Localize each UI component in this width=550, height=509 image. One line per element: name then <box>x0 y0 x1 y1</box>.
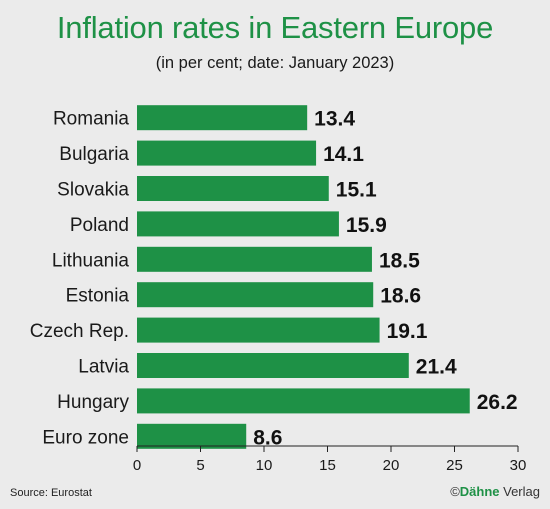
x-tick-label: 30 <box>510 457 527 474</box>
bar <box>137 211 339 237</box>
bar <box>137 176 329 201</box>
bar <box>137 317 380 343</box>
value-label: 15.9 <box>346 214 387 237</box>
value-label: 14.1 <box>323 143 364 166</box>
x-tick-label: 15 <box>319 457 336 474</box>
category-label: Lithuania <box>52 250 130 271</box>
value-label: 26.2 <box>477 391 518 414</box>
bar <box>137 423 247 449</box>
value-label: 13.4 <box>314 108 355 131</box>
x-tick-label: 25 <box>446 457 463 474</box>
value-label: 21.4 <box>416 356 457 379</box>
bar <box>137 105 308 131</box>
value-label: 8.6 <box>253 426 282 449</box>
category-label: Bulgaria <box>59 144 129 165</box>
category-label: Czech Rep. <box>30 321 129 342</box>
category-label: Romania <box>53 109 129 130</box>
category-label: Slovakia <box>57 180 129 201</box>
value-label: 18.5 <box>379 249 420 272</box>
category-label: Hungary <box>57 392 129 413</box>
x-tick-label: 20 <box>383 457 400 474</box>
chart-subtitle: (in per cent; date: January 2023) <box>155 54 395 72</box>
copyright-symbol: © <box>450 484 460 499</box>
x-tick-label: 10 <box>256 457 273 474</box>
value-label: 15.1 <box>336 179 377 202</box>
bar-chart: Romania 13.4 Bulgaria 14.1 Slovakia 15.1 Polan… <box>30 105 527 474</box>
value-label: 18.6 <box>380 285 421 308</box>
bar <box>137 388 470 414</box>
publisher-name-bold: Dähne <box>459 484 500 499</box>
bar <box>137 246 372 272</box>
category-label: Latvia <box>78 357 129 378</box>
category-label: Estonia <box>66 286 130 307</box>
bar <box>137 282 374 308</box>
x-tick-label: 5 <box>196 457 204 474</box>
bar <box>137 353 409 378</box>
category-label: Euro zone <box>42 427 129 448</box>
x-tick-label: 0 <box>133 457 141 474</box>
value-label: 19.1 <box>387 320 428 343</box>
category-label: Poland <box>70 215 129 236</box>
bar <box>137 140 317 166</box>
publisher-name-rest: Verlag <box>499 484 540 499</box>
publisher-credit: ©Dähne Verlag <box>450 484 540 499</box>
source-note: Source: Eurostat <box>10 487 92 499</box>
chart-title: Inflation rates in Eastern Europe <box>56 10 494 45</box>
